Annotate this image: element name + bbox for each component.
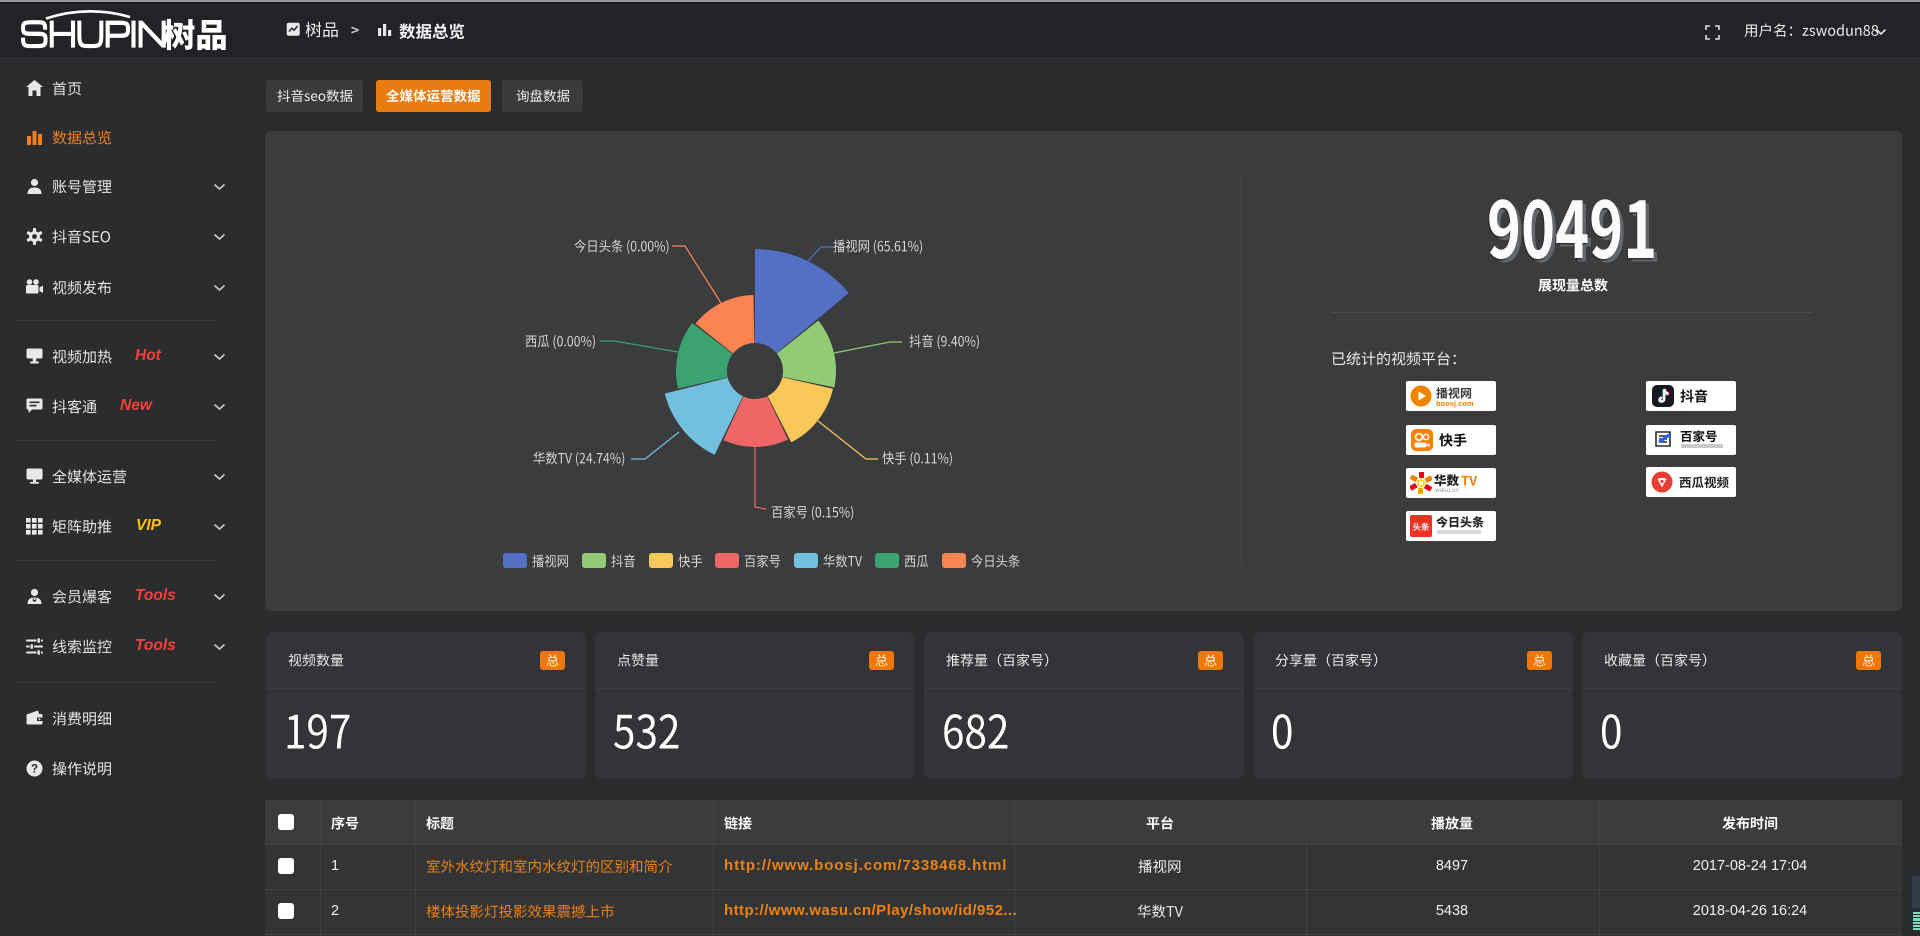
- svg-text:?: ?: [31, 764, 38, 776]
